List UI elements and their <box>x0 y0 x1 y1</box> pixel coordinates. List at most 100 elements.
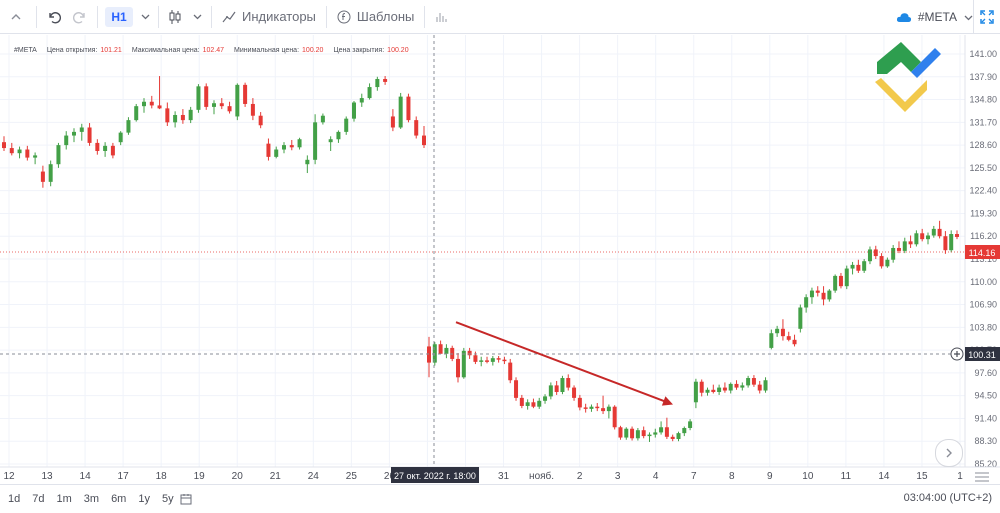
candle-body <box>612 406 617 428</box>
cloud-icon <box>896 12 911 22</box>
time-tick-label: 25 <box>346 471 358 482</box>
candle-body <box>165 108 170 123</box>
time-tick-label: 31 <box>498 471 510 482</box>
candle <box>931 225 936 238</box>
candle-body <box>641 430 646 437</box>
candle-body <box>682 427 687 434</box>
timeframe-chevron-down-icon[interactable] <box>136 0 154 34</box>
candle-body <box>266 143 271 157</box>
candle-body <box>531 402 536 407</box>
candle <box>740 382 745 391</box>
candle <box>103 142 108 157</box>
range-3m[interactable]: 3m <box>83 493 100 505</box>
candle-body <box>297 139 302 148</box>
range-7d[interactable]: 7d <box>32 493 45 505</box>
candle-body <box>873 249 878 257</box>
undo-icon[interactable] <box>41 0 67 34</box>
candle <box>444 344 449 359</box>
range-5y[interactable]: 5y <box>161 493 174 505</box>
candle <box>589 404 594 412</box>
candle-body <box>688 421 693 428</box>
candle-body <box>118 132 123 143</box>
candle <box>885 257 890 268</box>
timeframe-button[interactable]: H1 <box>105 6 133 27</box>
candle-body <box>110 145 115 156</box>
candle-body <box>79 127 84 132</box>
candle-body <box>204 86 209 107</box>
candle-body <box>390 116 395 128</box>
candle <box>48 160 53 187</box>
candle-body <box>375 78 380 88</box>
collapse-chevron-up-icon[interactable] <box>0 0 32 34</box>
candle <box>149 95 154 109</box>
candle <box>118 131 123 146</box>
candle <box>543 394 548 404</box>
candle-body <box>48 164 53 182</box>
candle-body <box>367 87 372 99</box>
candle-body <box>173 114 178 123</box>
candle <box>525 399 530 410</box>
candle-body <box>560 378 565 392</box>
range-1m[interactable]: 1m <box>56 493 72 505</box>
candle <box>780 319 785 341</box>
range-1y[interactable]: 1y <box>138 493 150 505</box>
volume-bars-icon[interactable] <box>429 0 453 34</box>
candle <box>879 253 884 269</box>
candle-body <box>450 347 455 359</box>
candle <box>804 294 809 313</box>
symbol-name: #META <box>917 10 957 24</box>
candle <box>180 109 185 124</box>
candle <box>344 116 349 135</box>
range-1d[interactable]: 1d <box>8 493 21 505</box>
candle <box>243 82 248 107</box>
candle <box>126 117 131 135</box>
candle <box>87 123 92 146</box>
templates-button[interactable]: Шаблоны <box>331 0 421 34</box>
candle-body <box>398 96 403 128</box>
candle-body <box>289 145 294 148</box>
symbol-selector[interactable]: #META <box>896 0 974 34</box>
candle-body <box>809 290 814 298</box>
candlestick-chart-type-icon[interactable] <box>163 0 187 34</box>
candle-body <box>406 96 411 121</box>
candle <box>751 375 756 387</box>
trend-arrow-head <box>661 396 673 406</box>
templates-icon <box>337 10 351 23</box>
candle-body <box>659 427 664 433</box>
candle <box>142 98 146 113</box>
price-tick-label: 106.90 <box>969 300 997 310</box>
candle <box>560 375 565 395</box>
candle-body <box>937 228 942 237</box>
range-6m[interactable]: 6m <box>111 493 127 505</box>
candle-body <box>258 115 263 126</box>
candle <box>838 272 843 289</box>
candle <box>722 382 727 393</box>
price-tick-label: 119.30 <box>970 208 997 218</box>
candle <box>873 245 878 259</box>
candle-body <box>180 114 185 121</box>
candle <box>659 421 664 435</box>
candle-body <box>336 131 341 140</box>
toolbar-divider <box>325 5 327 28</box>
chart-type-chevron-down-icon[interactable] <box>187 0 207 34</box>
legend-low: Минимальная цена: 100.20 <box>234 47 324 54</box>
indicators-button[interactable]: Индикаторы <box>216 0 322 34</box>
candle <box>40 165 45 188</box>
scroll-to-latest-chevron-right-icon[interactable] <box>935 439 963 467</box>
candle <box>274 146 279 159</box>
calendar-icon[interactable] <box>180 493 192 505</box>
time-tick-label: 8 <box>729 471 735 482</box>
price-chart[interactable]: 141.00 137.90 134.80 131.70 128.60 125.50 122.… <box>0 35 1000 484</box>
candle-body <box>891 247 896 260</box>
candle-body <box>87 127 92 143</box>
settings-sliders-icon[interactable] <box>975 472 989 482</box>
candle <box>612 405 617 430</box>
candle-body <box>461 350 466 378</box>
redo-icon[interactable] <box>67 0 93 34</box>
candle <box>943 231 948 254</box>
candle-body <box>134 106 139 121</box>
candle <box>56 142 61 168</box>
time-tick-label: 3 <box>615 471 621 482</box>
candle-body <box>618 427 623 438</box>
fullscreen-expand-icon[interactable] <box>973 0 1000 34</box>
